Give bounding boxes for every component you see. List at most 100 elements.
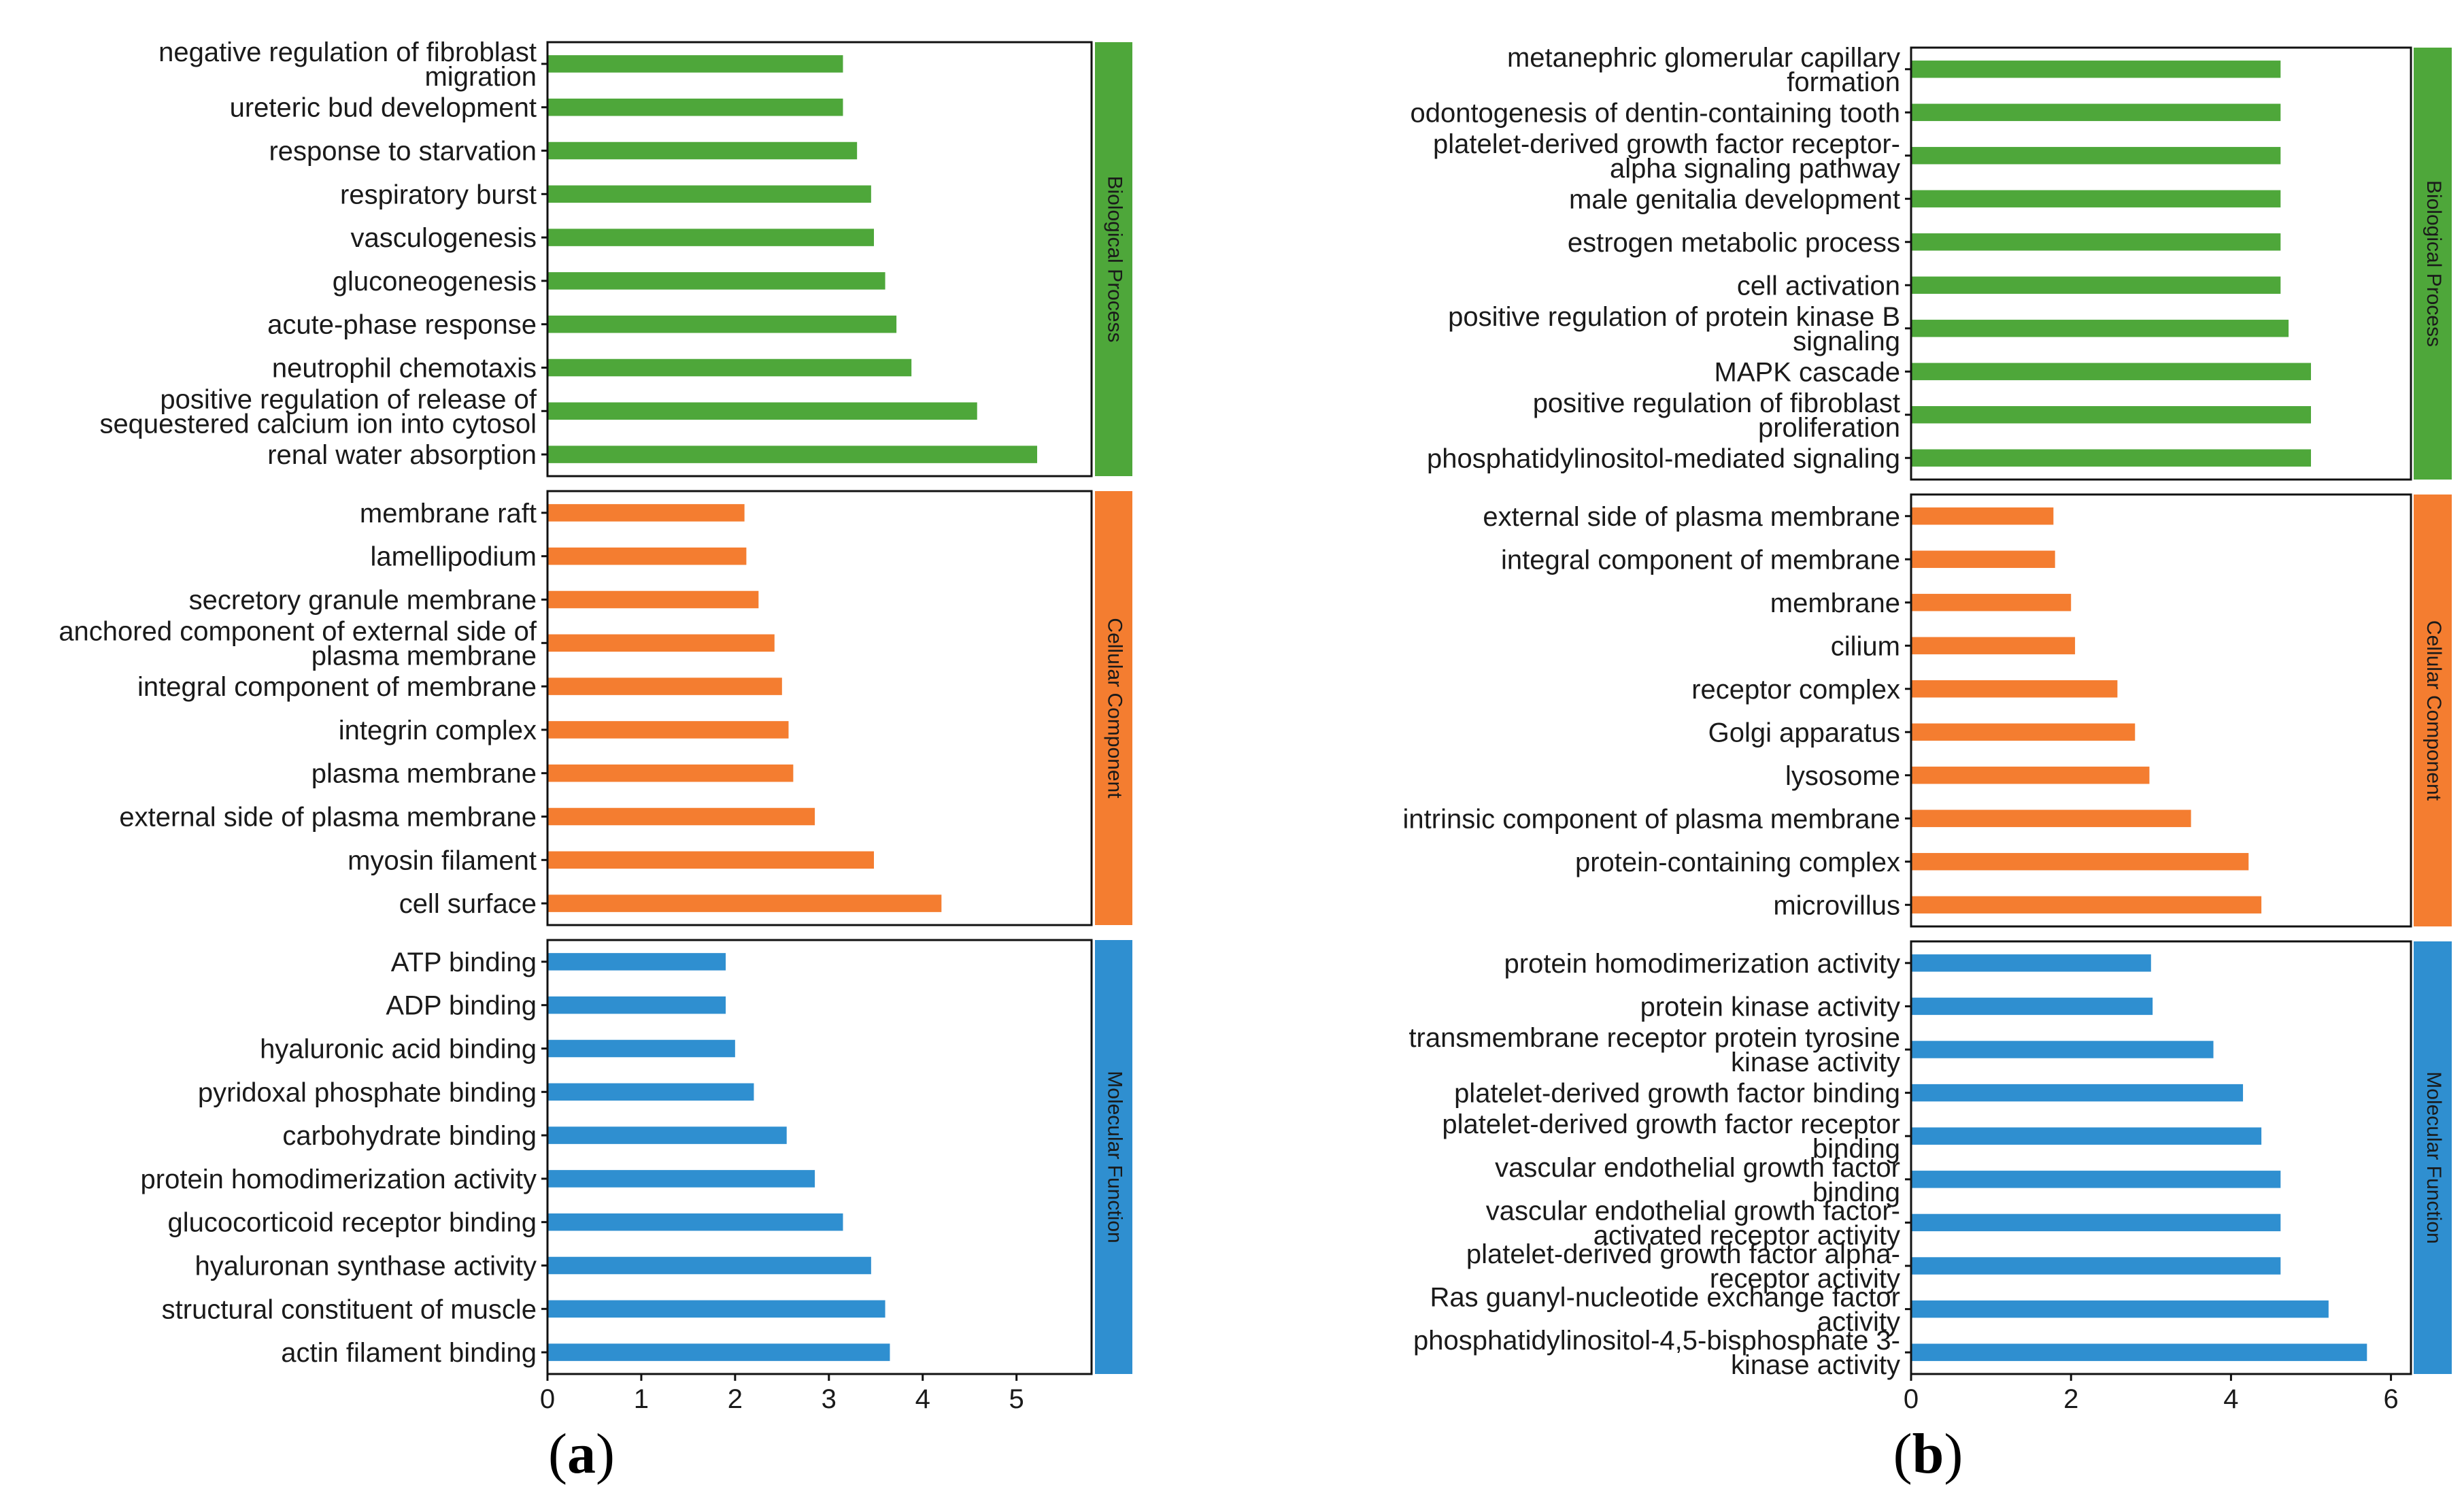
bar bbox=[1911, 1213, 2281, 1232]
group-molecular-function: protein homodimerization activity protein… bbox=[1408, 940, 2452, 1380]
bar bbox=[547, 953, 726, 971]
bar bbox=[547, 185, 871, 203]
category-label: secretory granule membrane bbox=[189, 586, 537, 616]
bar bbox=[547, 894, 942, 912]
bar bbox=[547, 1170, 815, 1188]
bar bbox=[547, 1213, 843, 1231]
category-label: MAPK cascade bbox=[1715, 357, 1900, 387]
facet-strip bbox=[2414, 941, 2452, 1374]
category-label: ADP binding bbox=[386, 991, 537, 1021]
bar bbox=[1911, 1171, 2281, 1188]
bar bbox=[547, 1300, 885, 1318]
category-label: protein homodimerization activity bbox=[141, 1164, 537, 1194]
category-label: myosin filament bbox=[348, 845, 537, 875]
category-label: structural constituent of muscle bbox=[162, 1294, 537, 1324]
x-tick-label: 4 bbox=[2223, 1384, 2238, 1414]
group-molecular-function: ATP binding ADP binding hyaluronic acid bi… bbox=[141, 939, 1132, 1375]
category-label: lysosome bbox=[1785, 761, 1900, 791]
category-label: neutrophil chemotaxis bbox=[272, 354, 537, 384]
category-label: pyridoxal phosphate binding bbox=[198, 1077, 537, 1107]
bar bbox=[1911, 507, 2054, 525]
category-label: protein kinase activity bbox=[1640, 992, 1900, 1022]
bar bbox=[547, 315, 897, 333]
section-frame bbox=[546, 41, 1093, 477]
category-label: anchored component of external side of pl… bbox=[58, 616, 537, 671]
bar bbox=[547, 1083, 754, 1101]
bar bbox=[547, 229, 874, 246]
facet-strip-label: Biological Process bbox=[1104, 175, 1126, 342]
bar bbox=[1911, 61, 2281, 78]
bar bbox=[1911, 363, 2311, 380]
bar bbox=[547, 996, 726, 1014]
x-tick-label: 2 bbox=[2063, 1384, 2078, 1414]
x-tick-label: 0 bbox=[540, 1384, 555, 1414]
panel-a-label: (a) bbox=[548, 1422, 615, 1486]
facet-strip bbox=[1095, 42, 1132, 476]
category-label: Golgi apparatus bbox=[1708, 718, 1900, 748]
bar bbox=[547, 141, 858, 160]
x-axis: 0 2 4 6 bbox=[1904, 1374, 2399, 1414]
category-label: ureteric bud development bbox=[230, 93, 537, 123]
category-label: acute-phase response bbox=[267, 310, 537, 340]
category-label: platelet-derived growth factor alpha-rec… bbox=[1466, 1239, 1900, 1294]
bar bbox=[1911, 680, 2118, 698]
x-tick-label: 2 bbox=[728, 1384, 743, 1414]
bar bbox=[1911, 276, 2281, 294]
panel-b-chart: metanephric glomerular capillary formatio… bbox=[1403, 43, 2452, 1414]
bar bbox=[1911, 320, 2289, 337]
category-label: renal water absorption bbox=[267, 440, 537, 470]
category-label: glucocorticoid receptor binding bbox=[167, 1208, 537, 1238]
bar bbox=[547, 358, 912, 377]
category-label: negative regulation of fibroblast migrati… bbox=[158, 37, 537, 92]
category-label: hyaluronic acid binding bbox=[260, 1035, 537, 1065]
bar bbox=[547, 504, 745, 522]
category-label: integrin complex bbox=[339, 716, 537, 745]
category-label: response to starvation bbox=[269, 137, 537, 167]
category-label: platelet-derived growth factor receptor-… bbox=[1433, 129, 1900, 184]
x-tick-label: 3 bbox=[822, 1384, 837, 1414]
category-label: cell surface bbox=[399, 889, 537, 919]
bar bbox=[547, 98, 843, 116]
category-label: hyaluronan synthase activity bbox=[195, 1252, 537, 1281]
bar bbox=[1911, 767, 2150, 784]
x-tick-label: 0 bbox=[1904, 1384, 1919, 1414]
bar bbox=[1911, 997, 2153, 1016]
bar bbox=[547, 402, 977, 420]
category-label: phosphatidylinositol-mediated signaling bbox=[1427, 443, 1900, 473]
bar bbox=[1911, 449, 2311, 467]
facet-strip bbox=[2414, 495, 2452, 926]
facet-strip-label: Cellular Component bbox=[1104, 618, 1126, 799]
bar bbox=[1911, 190, 2281, 207]
bar bbox=[1911, 594, 2072, 611]
category-label: estrogen metabolic process bbox=[1568, 228, 1900, 258]
category-label: lamellipodium bbox=[370, 542, 537, 572]
category-label: metanephric glomerular capillary formatio… bbox=[1507, 43, 1900, 97]
bar bbox=[1911, 1127, 2262, 1145]
bar bbox=[1911, 954, 2151, 972]
group-cellular-component: external side of plasma membrane integral… bbox=[1403, 493, 2452, 928]
bar bbox=[547, 446, 1037, 463]
section-frame bbox=[1910, 493, 2412, 928]
bar bbox=[1911, 233, 2281, 251]
bar bbox=[1911, 1257, 2281, 1275]
x-tick-label: 6 bbox=[2383, 1384, 2398, 1414]
bar bbox=[1911, 103, 2281, 121]
category-label: microvillus bbox=[1773, 890, 1900, 920]
category-label: intrinsic component of plasma membrane bbox=[1403, 804, 1900, 834]
bar bbox=[1911, 809, 2191, 827]
category-label: integral component of membrane bbox=[137, 672, 537, 702]
bar bbox=[547, 1039, 735, 1058]
bar bbox=[1911, 550, 2055, 568]
bar bbox=[1911, 406, 2311, 424]
category-label: plasma membrane bbox=[311, 759, 537, 789]
facet-strip-label: Molecular Function bbox=[2423, 1071, 2445, 1243]
group-cellular-component: membrane raft lamellipodium secretory gran… bbox=[58, 490, 1132, 926]
bar bbox=[1911, 896, 2262, 914]
category-label: vascular endothelial growth factor-activ… bbox=[1486, 1196, 1900, 1250]
category-label: cell activation bbox=[1737, 271, 1900, 301]
x-tick-label: 1 bbox=[634, 1384, 649, 1414]
facet-strip-label: Cellular Component bbox=[2423, 620, 2445, 801]
category-label: vascular endothelial growth factor bindin… bbox=[1495, 1153, 1900, 1207]
